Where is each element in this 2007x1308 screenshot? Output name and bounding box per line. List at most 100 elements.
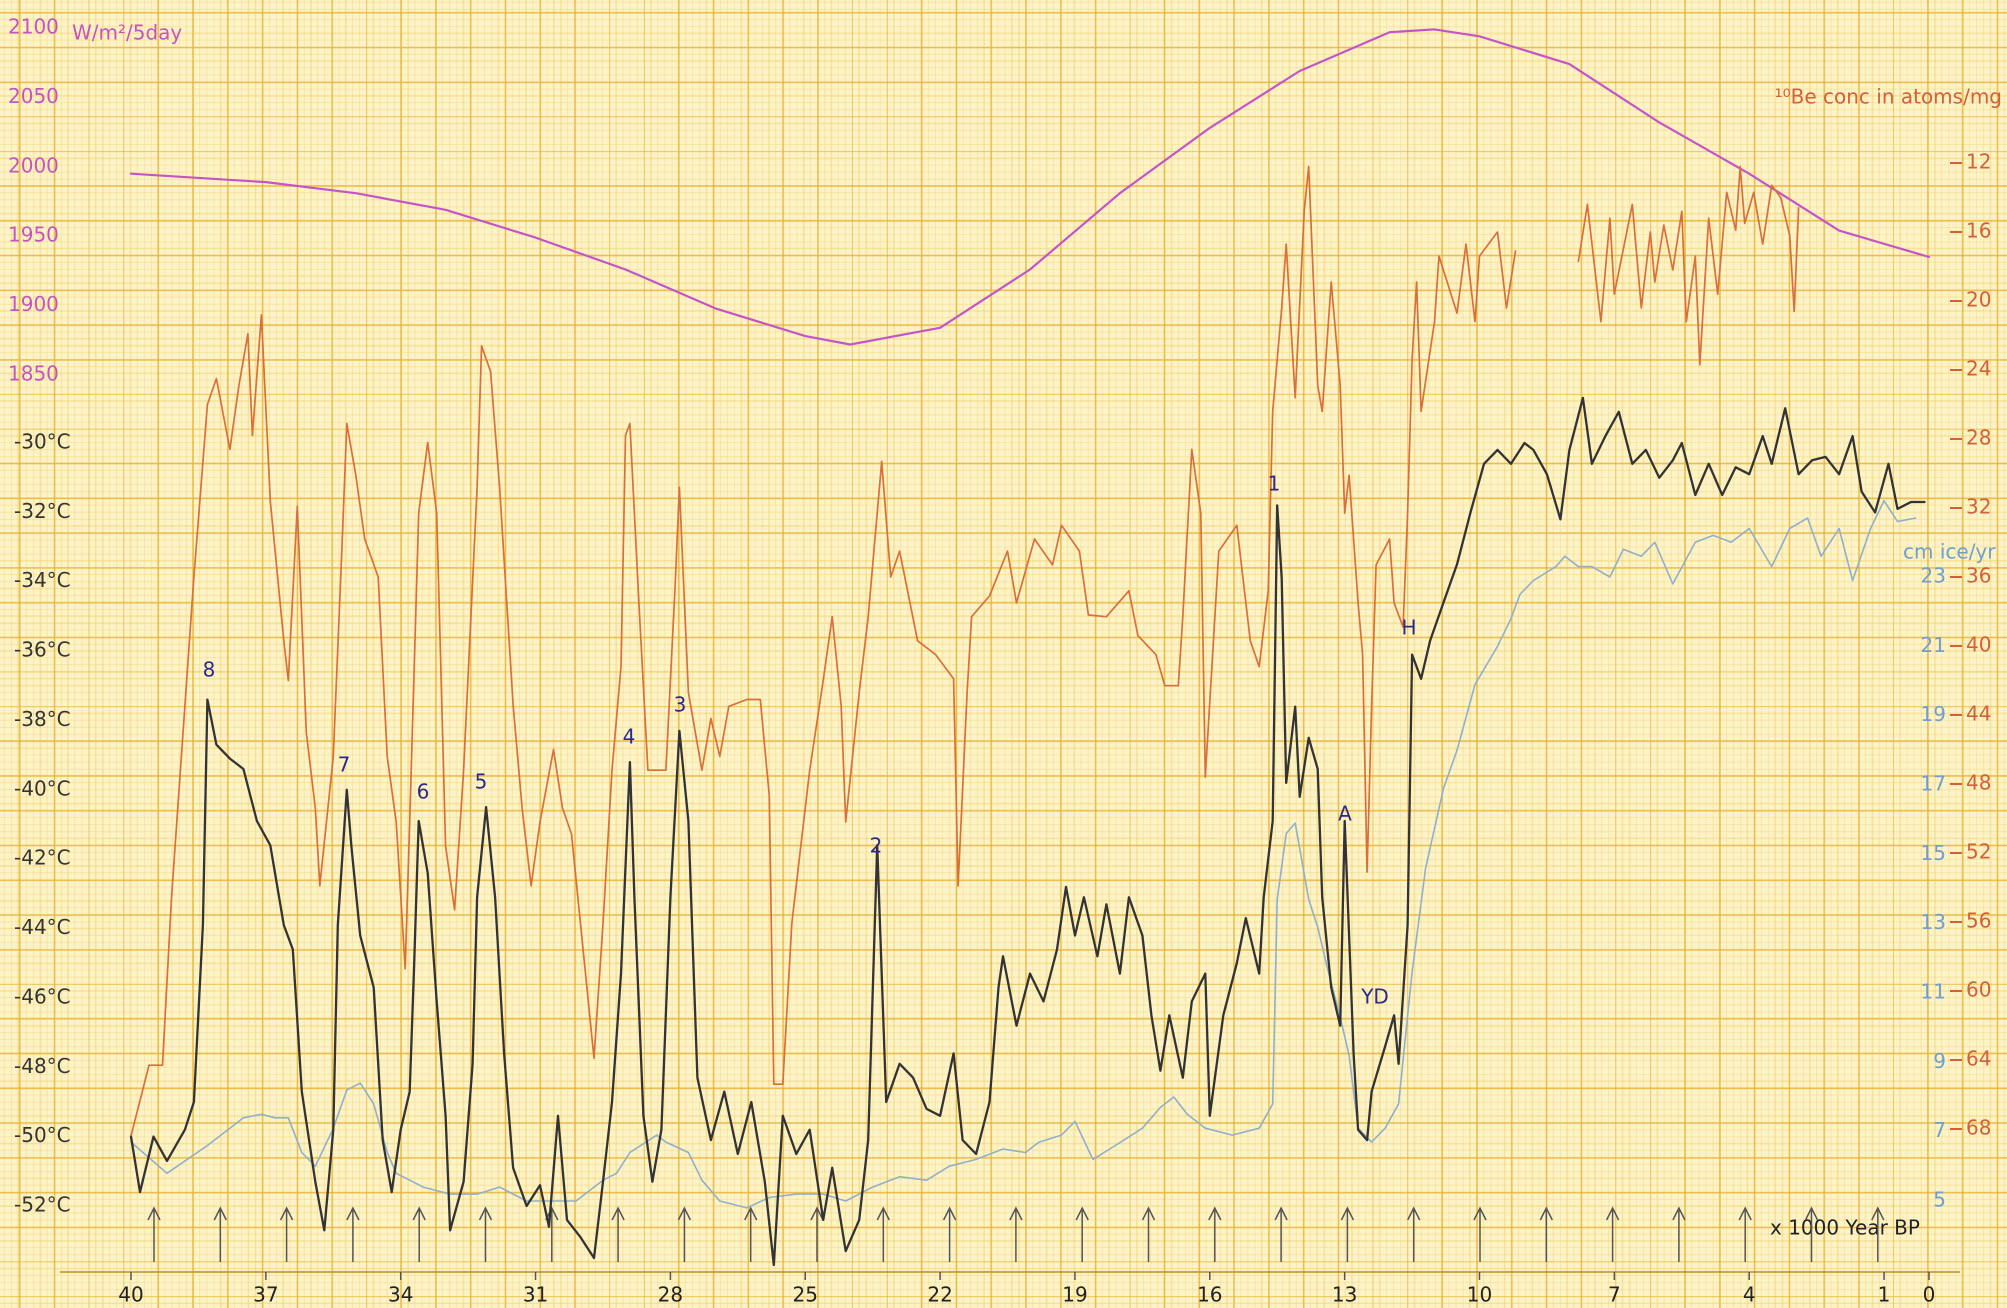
x-tick-label: 13 <box>1332 1283 1357 1307</box>
marker-arrow <box>1540 1208 1552 1262</box>
event-label: 8 <box>203 658 216 682</box>
marker-arrow <box>1076 1208 1088 1262</box>
x-tick-label: 7 <box>1608 1283 1621 1307</box>
y-tick-label: -38°C <box>14 707 71 731</box>
marker-arrow <box>281 1208 293 1262</box>
y-tick-label: -48°C <box>14 1054 71 1078</box>
y-tick-label: -52°C <box>14 1193 71 1217</box>
y-tick-label: 32 <box>1966 495 1991 519</box>
y-axis-label: cm ice/yr <box>1903 540 1996 564</box>
event-label: 5 <box>475 770 488 794</box>
y-axis-label: W/m²/5day <box>72 21 182 45</box>
y-tick-label: 9 <box>1933 1049 1946 1073</box>
y-tick-label: 2000 <box>8 153 59 177</box>
y-tick-label: -50°C <box>14 1123 71 1147</box>
event-label: 6 <box>417 780 430 804</box>
y-tick-label: 48 <box>1966 771 1991 795</box>
y-tick-label: 52 <box>1966 840 1991 864</box>
y-tick-label: 5 <box>1933 1188 1946 1212</box>
x-tick-label: 22 <box>927 1283 952 1307</box>
marker-arrow <box>480 1208 492 1262</box>
x-axis-label: x 1000 Year BP <box>1770 1216 1920 1240</box>
x-tick-label: 25 <box>793 1283 818 1307</box>
marker-arrow <box>148 1208 160 1262</box>
marker-arrow <box>1739 1208 1751 1262</box>
page: x 1000 Year BP 4037343128252219161310741… <box>0 0 2007 1308</box>
marker-arrow <box>1607 1208 1619 1262</box>
marker-arrow <box>1275 1208 1287 1262</box>
x-tick-label: 28 <box>658 1283 683 1307</box>
marker-arrow <box>413 1208 425 1262</box>
series-line <box>131 29 1929 344</box>
marker-arrow <box>347 1208 359 1262</box>
y-tick-label: 16 <box>1966 219 1991 243</box>
x-tick-label: 0 <box>1923 1283 1936 1307</box>
event-label: YD <box>1360 985 1389 1009</box>
chart: x 1000 Year BP 4037343128252219161310741… <box>0 0 2007 1308</box>
x-tick-label: 19 <box>1062 1283 1087 1307</box>
marker-arrow <box>1341 1208 1353 1262</box>
y-tick-label: 1900 <box>8 292 59 316</box>
x-tick-label: 40 <box>118 1283 143 1307</box>
x-tick-label: 10 <box>1467 1283 1492 1307</box>
marker-arrow <box>1408 1208 1420 1262</box>
y-tick-label: -34°C <box>14 568 71 592</box>
event-label: 4 <box>623 725 636 749</box>
series-line <box>131 398 1925 1265</box>
x-tick-label: 37 <box>253 1283 278 1307</box>
y-tick-label: 24 <box>1966 357 1991 381</box>
y-tick-label: 68 <box>1966 1116 1991 1140</box>
y-tick-label: 1850 <box>8 362 59 386</box>
marker-arrow <box>214 1208 226 1262</box>
event-label: H <box>1401 616 1416 640</box>
y-tick-label: -30°C <box>14 430 71 454</box>
y-tick-label: 20 <box>1966 288 1991 312</box>
y-tick-label: 13 <box>1921 910 1946 934</box>
marker-arrow <box>1010 1208 1022 1262</box>
y-tick-label: 2100 <box>8 15 59 39</box>
y-tick-label: -42°C <box>14 846 71 870</box>
event-label: 1 <box>1268 472 1281 496</box>
y-tick-label: 7 <box>1933 1118 1946 1142</box>
y-tick-label: -46°C <box>14 984 71 1008</box>
x-tick-label: 31 <box>523 1283 548 1307</box>
y-tick-label: -44°C <box>14 915 71 939</box>
x-tick-label: 16 <box>1197 1283 1222 1307</box>
event-label: 2 <box>870 834 883 858</box>
x-tick-label: 34 <box>388 1283 413 1307</box>
y-tick-label: 64 <box>1966 1047 1991 1071</box>
marker-arrow <box>944 1208 956 1262</box>
marker-arrow <box>745 1208 757 1262</box>
y-tick-label: 56 <box>1966 909 1991 933</box>
event-label: 7 <box>338 753 351 777</box>
y-tick-label: -32°C <box>14 499 71 523</box>
y-tick-label: 19 <box>1921 702 1946 726</box>
marker-arrow <box>678 1208 690 1262</box>
x-tick-label: 1 <box>1878 1283 1891 1307</box>
y-tick-label: 11 <box>1921 980 1946 1004</box>
y-tick-label: 12 <box>1966 150 1991 174</box>
y-tick-label: 17 <box>1921 772 1946 796</box>
y-tick-label: 28 <box>1966 426 1991 450</box>
y-tick-label: 15 <box>1921 841 1946 865</box>
y-tick-label: 60 <box>1966 978 1991 1002</box>
y-tick-label: 23 <box>1921 564 1946 588</box>
y-tick-label: 44 <box>1966 702 1991 726</box>
y-tick-label: 21 <box>1921 633 1946 657</box>
x-tick-label: 4 <box>1743 1283 1756 1307</box>
y-tick-label: 2050 <box>8 84 59 108</box>
marker-arrow <box>612 1208 624 1262</box>
marker-arrow <box>1474 1208 1486 1262</box>
y-axis-label: ¹⁰Be conc in atoms/mg <box>1775 85 2002 109</box>
marker-arrow <box>1673 1208 1685 1262</box>
event-label: 3 <box>674 693 687 717</box>
marker-arrow <box>877 1208 889 1262</box>
y-tick-label: 1950 <box>8 223 59 247</box>
y-tick-label: 36 <box>1966 564 1991 588</box>
marker-arrow <box>1143 1208 1155 1262</box>
event-label: A <box>1338 802 1352 826</box>
y-tick-label: -40°C <box>14 776 71 800</box>
marker-arrow <box>811 1208 823 1262</box>
marker-arrow <box>1209 1208 1221 1262</box>
y-tick-label: -36°C <box>14 638 71 662</box>
